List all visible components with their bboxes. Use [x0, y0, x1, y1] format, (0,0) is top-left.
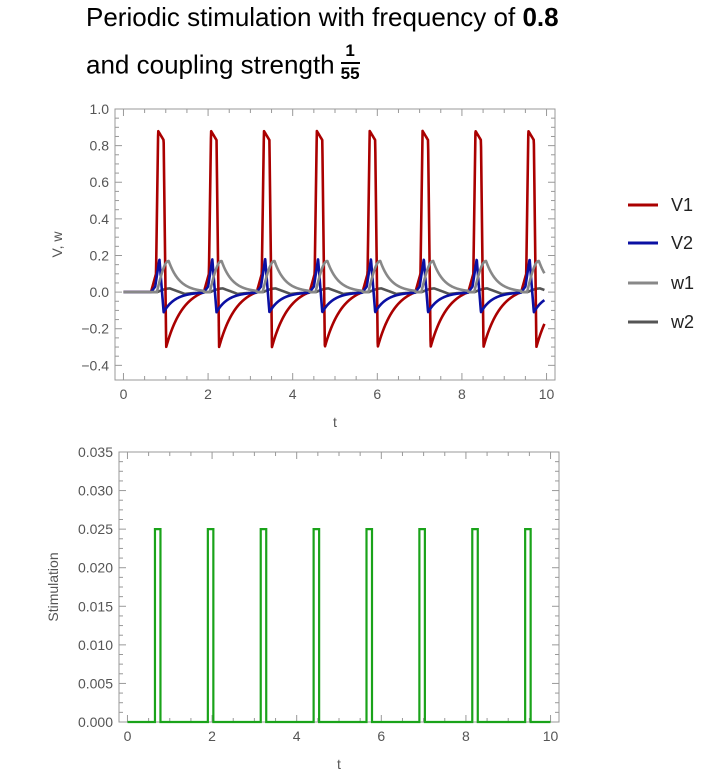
- y-tick-label: 0.2: [90, 247, 110, 263]
- y-axis-label: V, w: [49, 231, 65, 258]
- title-prefix: Periodic stimulation with frequency of: [86, 2, 523, 32]
- x-axis-label: t: [333, 414, 337, 430]
- x-tick-label: 6: [377, 728, 385, 744]
- y-tick-label: 0.0: [90, 284, 110, 300]
- fraction-numerator: 1: [340, 41, 360, 64]
- x-tick-label: 10: [543, 728, 559, 744]
- chart-title-line-1: Periodic stimulation with frequency of 0…: [86, 2, 559, 33]
- y-tick-label: 0.010: [78, 637, 113, 653]
- legend-label-V1: V1: [671, 195, 693, 215]
- y-tick-label: 0.6: [90, 174, 110, 190]
- series-line-V2: [122, 257, 546, 314]
- chart-title-line-2: and coupling strength 1 55: [86, 41, 360, 87]
- plot-1: 0 2 4 6 8 10 −0.4 −0.2 0.0 0.2 0.4 0.6 0.8 1.0 t V, w: [49, 101, 556, 430]
- fraction-denominator: 55: [340, 63, 360, 83]
- title-frequency-value: 0.8: [522, 2, 559, 32]
- plot-frame: [114, 108, 556, 381]
- y-tick-label: 0.030: [78, 483, 113, 499]
- x-tick-label: 8: [458, 386, 466, 402]
- y-tick-label: 0.8: [90, 138, 110, 154]
- y-axis-label: Stimulation: [45, 552, 61, 621]
- x-tick-label: 0: [120, 386, 128, 402]
- x-tick-label: 6: [373, 386, 381, 402]
- y-tick-label: 0.005: [78, 675, 113, 691]
- coupling-fraction: 1 55: [340, 41, 360, 83]
- series-line-w1: [122, 259, 546, 294]
- y-tick-label: −0.2: [81, 321, 109, 337]
- series-line-w2: [122, 287, 546, 296]
- x-tick-label: 0: [124, 728, 132, 744]
- y-tick-label: 0.015: [78, 598, 113, 614]
- x-tick-label: 2: [204, 386, 212, 402]
- legend-label-w2: w2: [670, 312, 694, 332]
- y-tick-label: 0.000: [78, 714, 113, 730]
- legend-label-V2: V2: [671, 233, 693, 253]
- y-tick-label: 1.0: [90, 101, 110, 117]
- y-tick-label: 0.035: [78, 444, 113, 460]
- x-axis-label: t: [337, 756, 341, 772]
- y-tick-label: −0.4: [81, 357, 109, 373]
- x-tick-label: 8: [462, 728, 470, 744]
- series-line-V1: [122, 129, 546, 349]
- y-tick-label: 0.4: [90, 211, 110, 227]
- x-tick-label: 4: [289, 386, 297, 402]
- stimulation-line: [127, 528, 551, 724]
- legend-label-w1: w1: [670, 273, 694, 293]
- legend: V1 V2 w1 w2: [628, 195, 694, 332]
- y-tick-label: 0.025: [78, 521, 113, 537]
- x-tick-label: 4: [293, 728, 301, 744]
- x-tick-label: 10: [539, 386, 555, 402]
- title-coupling-text: and coupling strength: [86, 49, 335, 80]
- plot-2: 0 2 4 6 8 10 0.000 0.005 0.010 0.015 0.020 0.025 0.0…: [45, 444, 560, 772]
- plot-frame: [118, 451, 560, 723]
- y-tick-label: 0.020: [78, 560, 113, 576]
- x-tick-label: 2: [208, 728, 216, 744]
